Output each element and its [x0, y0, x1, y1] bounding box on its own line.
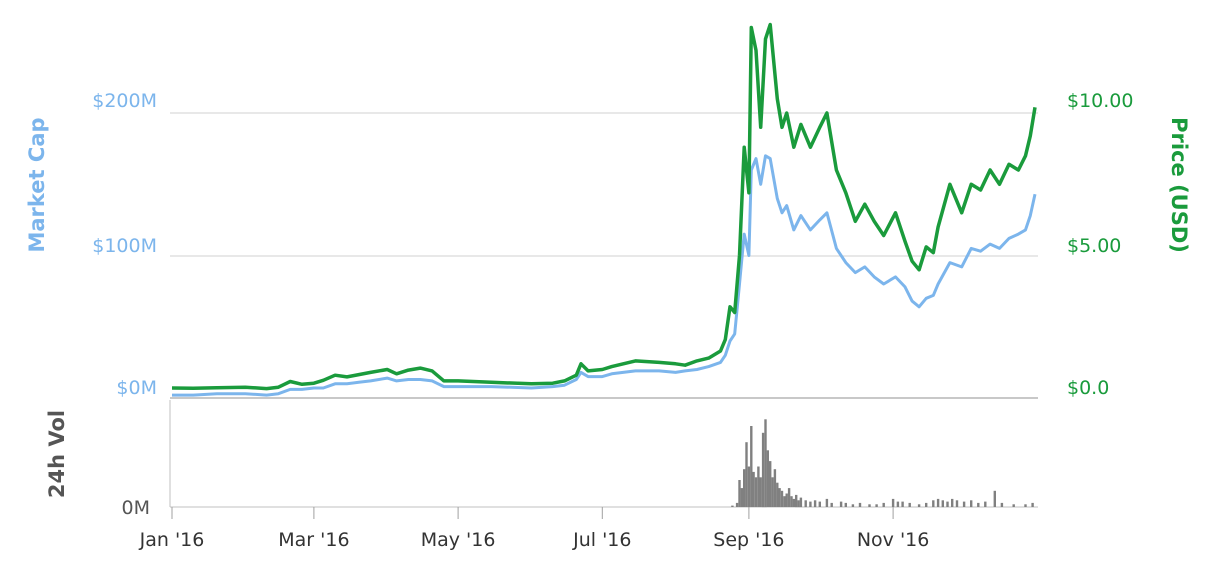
- volume-bar: [783, 496, 786, 507]
- volume-bar: [731, 505, 734, 507]
- right-axis-title: Price (USD): [1167, 117, 1191, 253]
- volume-bar: [891, 498, 895, 507]
- volume-bar: [804, 500, 807, 508]
- volume-bar: [809, 501, 812, 507]
- x-tick-label: Jul '16: [572, 529, 631, 551]
- volume-bar: [738, 480, 741, 507]
- volume-bar: [830, 502, 833, 507]
- volume-bar: [745, 442, 748, 507]
- volume-bar: [925, 502, 928, 507]
- left-axis-title: Market Cap: [25, 117, 49, 252]
- volume-bar: [813, 500, 817, 508]
- volume-bar: [1012, 504, 1015, 507]
- series-lines: [171, 22, 1037, 397]
- volume-bar: [962, 501, 966, 507]
- volume-bar: [757, 466, 760, 507]
- volume-bar: [754, 477, 758, 507]
- volume-bar: [790, 496, 793, 507]
- volume-bars: [731, 419, 1034, 508]
- volume-bar: [747, 466, 751, 507]
- volume-bar: [1024, 504, 1027, 507]
- volume-bar: [780, 490, 784, 507]
- volume-bar: [752, 471, 755, 507]
- volume-bar: [941, 500, 944, 508]
- volume-bar: [908, 502, 911, 507]
- volume-tick-label-0m: 0M: [122, 497, 150, 519]
- volume-bar: [901, 501, 904, 507]
- right-tick-label-0: $0.0: [1067, 377, 1109, 399]
- volume-bar: [785, 493, 788, 507]
- volume-bar: [818, 501, 821, 507]
- volume-bar: [955, 500, 959, 508]
- volume-axis: 0M 24h Vol: [45, 410, 150, 519]
- volume-bar: [932, 500, 935, 508]
- volume-bar: [946, 501, 949, 507]
- right-tick-label-10: $10.00: [1067, 90, 1133, 112]
- volume-bar: [771, 477, 774, 507]
- volume-bar: [735, 502, 739, 507]
- volume-bar: [844, 502, 847, 507]
- volume-bar: [799, 497, 803, 508]
- volume-bar: [917, 504, 921, 507]
- x-tick-label: Sep '16: [713, 529, 784, 551]
- volume-bar: [970, 500, 973, 508]
- volume-bar: [797, 500, 800, 508]
- volume-bar: [766, 450, 769, 507]
- volume-bar: [787, 488, 791, 507]
- volume-bar: [882, 502, 885, 507]
- volume-bar: [776, 482, 779, 507]
- right-tick-label-5: $5.00: [1067, 235, 1121, 257]
- price-series-line: [171, 22, 1037, 391]
- market-cap-series-line: [172, 154, 1037, 397]
- left-tick-label-100m: $100M: [92, 235, 157, 257]
- volume-bar: [858, 502, 862, 507]
- volume-bar: [743, 469, 746, 507]
- volume-bar: [750, 426, 753, 507]
- volume-bar: [977, 502, 980, 507]
- volume-bar: [875, 504, 878, 507]
- volume-bar: [795, 494, 798, 508]
- volume-bar: [851, 504, 855, 507]
- volume-bar: [936, 498, 940, 507]
- left-tick-label-200m: $200M: [92, 90, 157, 112]
- volume-bar: [984, 501, 987, 507]
- volume-bar: [761, 432, 765, 508]
- volume-bar: [951, 498, 954, 507]
- volume-axis-title: 24h Vol: [45, 410, 69, 498]
- left-axis: $200M $100M $0M Market Cap: [25, 90, 157, 399]
- volume-bar: [993, 490, 996, 507]
- volume-bar: [764, 419, 767, 508]
- x-tick-label: May '16: [421, 529, 496, 551]
- volume-bar: [1031, 502, 1034, 507]
- x-axis: Jan '16 Mar '16 May '16 Jul '16 Sep '16 Nov '…: [139, 507, 930, 551]
- volume-bar: [778, 488, 781, 507]
- volume-bar: [769, 461, 772, 507]
- x-tick-label: Nov '16: [857, 529, 930, 551]
- volume-bar: [825, 498, 829, 507]
- volume-bar: [773, 469, 777, 507]
- volume-bar: [759, 477, 762, 507]
- x-tick-label: Mar '16: [278, 529, 349, 551]
- volume-bar: [868, 504, 871, 507]
- volume-bar: [839, 501, 843, 507]
- volume-bar: [740, 488, 743, 507]
- left-tick-label-0m: $0M: [116, 377, 157, 399]
- x-tick-label: Jan '16: [139, 529, 205, 551]
- main-plot-gridlines: [169, 112, 1038, 508]
- volume-bar: [896, 501, 900, 507]
- volume-bar: [792, 498, 795, 507]
- right-axis: $10.00 $5.00 $0.0 Price (USD): [1067, 90, 1191, 399]
- volume-bar: [1000, 502, 1004, 507]
